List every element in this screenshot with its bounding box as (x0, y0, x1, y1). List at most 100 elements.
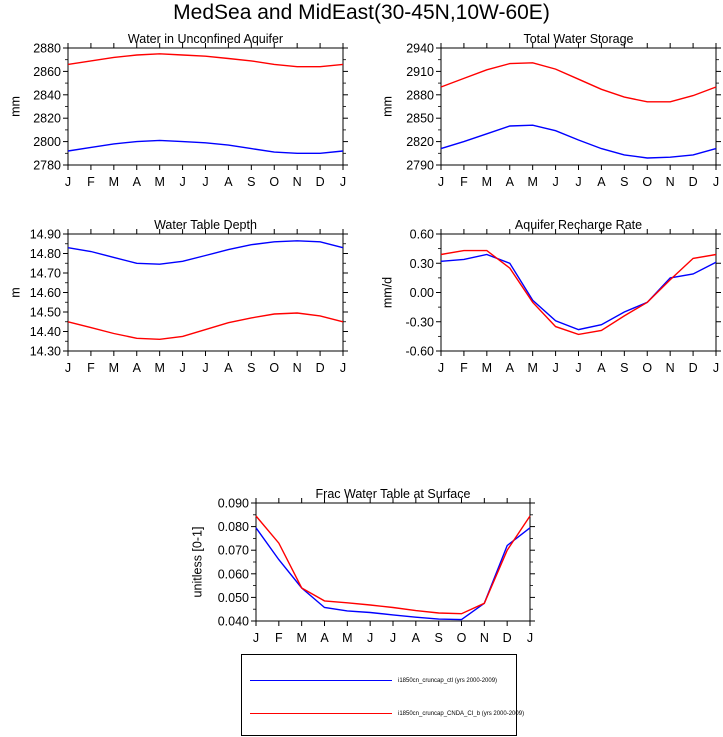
series-line-blue (440, 253, 717, 331)
x-tick-label: F (275, 631, 283, 645)
x-tick-label: D (503, 631, 512, 645)
x-tick-label: A (506, 361, 515, 375)
series-line-blue (440, 124, 717, 159)
x-tick-label: F (87, 175, 95, 189)
x-tick-label: M (527, 361, 537, 375)
x-tick-label: S (247, 361, 255, 375)
x-tick-label: A (224, 175, 233, 189)
x-tick-label: A (133, 361, 142, 375)
x-tick-label: D (316, 175, 325, 189)
legend-label-cnda: i1850cn_cruncap_CNDA_CI_b (yrs 2000-2009… (398, 711, 525, 717)
y-tick-label: 2850 (406, 112, 434, 126)
y-tick-label: 14.40 (30, 325, 61, 339)
legend: i1850cn_cruncap_ctl (yrs 2000-2009) i185… (241, 654, 524, 736)
x-tick-label: M (342, 631, 352, 645)
y-tick-label: 2780 (33, 159, 61, 173)
legend-label-ctl: i1850cn_cruncap_ctl (yrs 2000-2009) (398, 678, 498, 684)
x-tick-label: N (666, 361, 675, 375)
series-line-red (440, 249, 717, 336)
x-tick-label: J (65, 361, 71, 375)
x-tick-label: A (133, 175, 142, 189)
y-tick-label: 0.60 (410, 228, 434, 242)
y-tick-label: 2880 (406, 88, 434, 102)
x-tick-label: J (713, 175, 719, 189)
x-tick-label: F (87, 361, 95, 375)
x-tick-label: A (506, 175, 515, 189)
x-tick-label: J (552, 175, 558, 189)
x-tick-label: J (527, 631, 533, 645)
y-tick-label: 14.60 (30, 286, 61, 300)
x-tick-label: N (666, 175, 675, 189)
y-tick-label: 0.050 (218, 591, 249, 605)
x-tick-label: A (412, 631, 421, 645)
x-tick-label: D (689, 175, 698, 189)
y-tick-label: 2860 (33, 65, 61, 79)
plot-frame (67, 47, 344, 166)
x-tick-label: J (65, 175, 71, 189)
main-title: MedSea and MidEast(30-45N,10W-60E) (173, 1, 550, 24)
x-tick-label: J (202, 175, 208, 189)
x-tick-label: O (642, 361, 652, 375)
y-tick-label: 0.060 (218, 567, 249, 581)
y-tick-label: 14.90 (30, 228, 61, 242)
x-tick-label: D (689, 361, 698, 375)
x-tick-label: N (293, 175, 302, 189)
y-tick-label: -0.60 (406, 345, 435, 359)
x-tick-label: J (179, 361, 185, 375)
series-line-red (67, 53, 344, 68)
y-tick-label: 0.00 (410, 286, 434, 300)
y-tick-label: 2840 (33, 88, 61, 102)
x-tick-label: J (202, 361, 208, 375)
x-tick-label: O (269, 361, 279, 375)
series-line-blue (67, 139, 344, 155)
series-line-red (440, 62, 717, 103)
x-tick-label: M (109, 361, 119, 375)
chart-title: Water in Unconfined Aquifer (128, 32, 283, 46)
series-line-red (67, 312, 344, 341)
y-tick-label: 2800 (33, 135, 61, 149)
y-tick-label: 0.090 (218, 497, 249, 511)
y-tick-label: 14.30 (30, 345, 61, 359)
x-tick-label: S (434, 631, 442, 645)
y-tick-label: 2880 (33, 42, 61, 56)
y-tick-label: 0.040 (218, 615, 249, 629)
y-axis-label: mm (380, 96, 394, 117)
y-tick-label: 2940 (406, 42, 434, 56)
y-tick-label: 14.80 (30, 247, 61, 261)
y-tick-label: 0.30 (410, 257, 434, 271)
x-tick-label: S (247, 175, 255, 189)
x-tick-label: S (620, 361, 628, 375)
x-tick-label: M (154, 175, 164, 189)
legend-line-blue (250, 680, 392, 681)
x-tick-label: A (597, 175, 606, 189)
x-tick-label: J (575, 361, 581, 375)
y-tick-label: 2820 (406, 135, 434, 149)
plot-frame (67, 233, 344, 352)
chart-title: Aquifer Recharge Rate (515, 218, 642, 232)
x-tick-label: M (109, 175, 119, 189)
y-axis-label: mm/d (380, 277, 394, 308)
x-tick-label: M (482, 175, 492, 189)
chart-title: Total Water Storage (523, 32, 633, 46)
y-tick-label: 14.50 (30, 306, 61, 320)
x-tick-label: M (527, 175, 537, 189)
x-tick-label: S (620, 175, 628, 189)
y-tick-label: 14.70 (30, 267, 61, 281)
plot-frame (440, 233, 717, 352)
x-tick-label: J (713, 361, 719, 375)
x-tick-label: J (179, 175, 185, 189)
x-tick-label: N (293, 361, 302, 375)
x-tick-label: M (296, 631, 306, 645)
x-tick-label: O (642, 175, 652, 189)
x-tick-label: M (154, 361, 164, 375)
chart-title: Water Table Depth (154, 218, 257, 232)
x-tick-label: J (438, 361, 444, 375)
x-tick-label: N (480, 631, 489, 645)
x-tick-label: M (482, 361, 492, 375)
y-axis-label: m (8, 287, 22, 297)
x-tick-label: J (575, 175, 581, 189)
x-tick-label: A (320, 631, 329, 645)
y-tick-label: 0.080 (218, 520, 249, 534)
x-tick-label: F (460, 175, 468, 189)
x-tick-label: J (340, 361, 346, 375)
